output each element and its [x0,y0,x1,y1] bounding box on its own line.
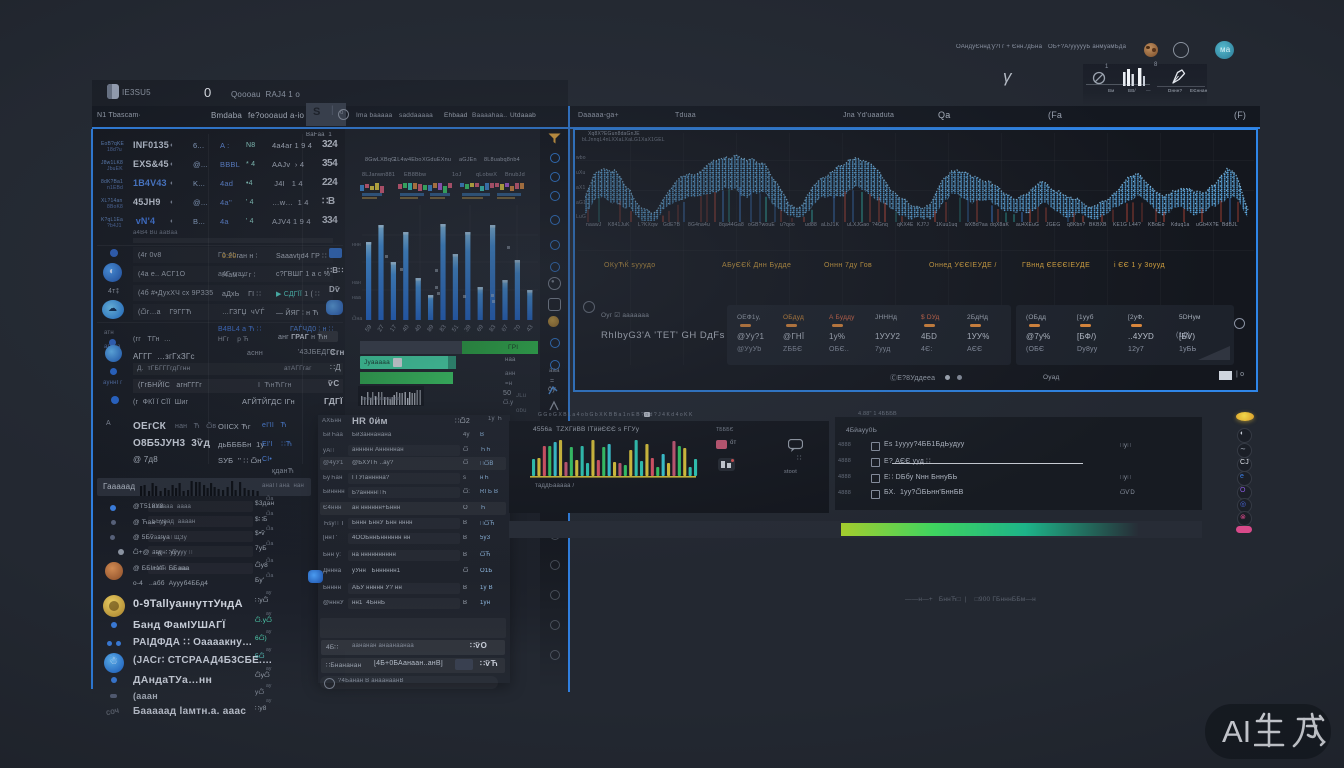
svg-text:59: 59 [365,324,374,333]
svg-text:70: 70 [514,324,523,333]
svg-text:27: 27 [377,324,386,333]
svg-text:83: 83 [489,324,498,333]
svg-text:39: 39 [464,324,473,333]
svg-text:67: 67 [501,324,510,333]
svg-text:69: 69 [476,324,485,333]
svg-text:83: 83 [439,324,448,333]
svg-text:17: 17 [390,324,399,333]
svg-text:51: 51 [452,324,461,333]
svg-text:40: 40 [402,324,411,333]
svg-text:89: 89 [427,324,436,333]
svg-text:40: 40 [414,324,423,333]
svg-text:43: 43 [526,324,535,333]
